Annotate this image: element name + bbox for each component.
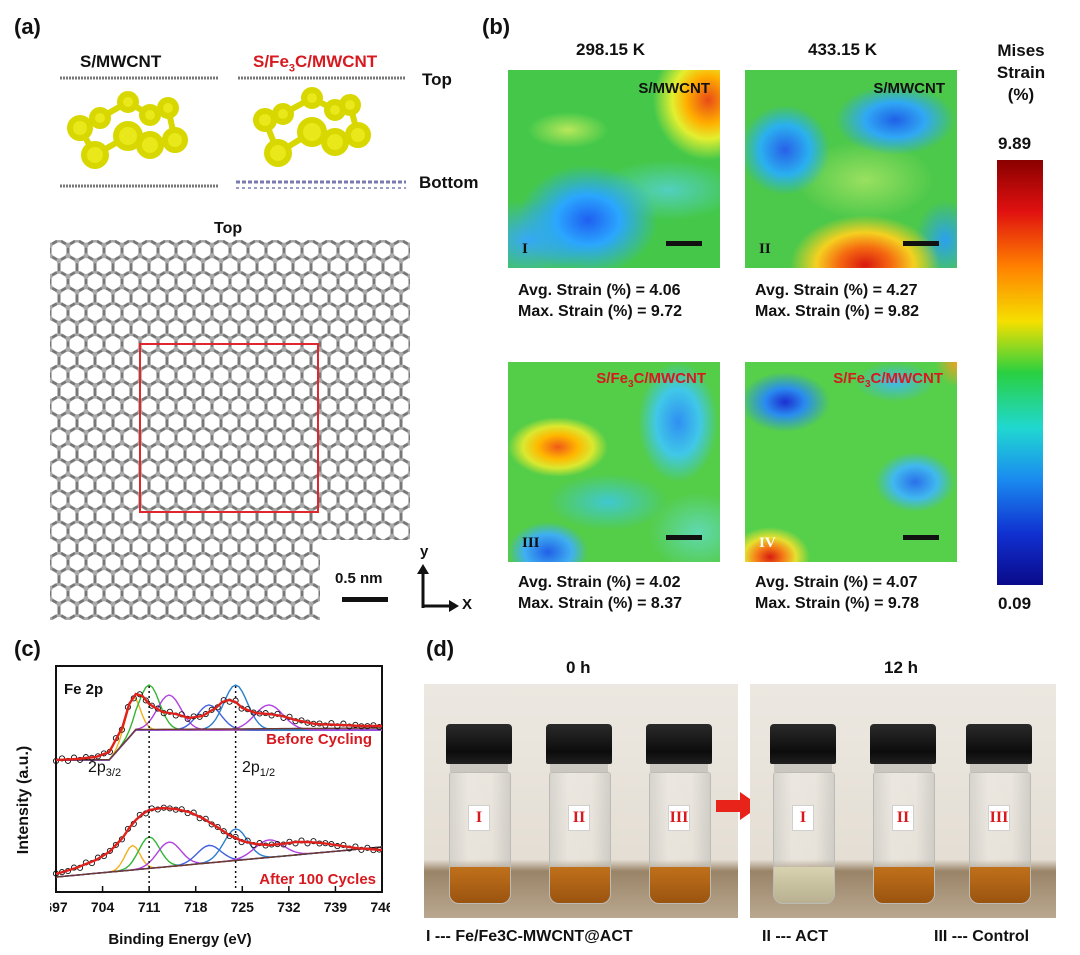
legend-1: I --- Fe/Fe3C-MWCNT@ACT [426,928,633,945]
vial-0h-3: III [646,724,712,904]
legend-3: III --- Control [934,928,1030,945]
series-before-cycling [55,692,382,762]
sulfur-models [60,76,406,189]
xps-chart: 697 704 711 718 725 732 739 746 Fe 2p Before Cy… [50,665,390,948]
map-2-roman: II [759,241,771,257]
model-left-title: S/MWCNT [80,52,162,71]
x-ticks: 697 704 711 718 725 732 739 746 [50,886,390,915]
x-tick-label: 704 [91,899,115,915]
map-1-scale [666,241,702,246]
chart-title: Fe 2p [64,681,103,698]
y-axis-title: Intensity (a.u.) [15,745,32,855]
data-point-before [142,697,149,704]
map-4-label: S/Fe3C/MWCNT [833,370,943,390]
map-2-label: S/MWCNT [873,80,945,97]
component-peaks [55,684,383,878]
strain-map-1: S/MWCNT I [508,70,720,268]
scale-bar [342,597,388,602]
colorbar-title: Mises Strain (%) [996,41,1046,104]
time-left: 0 h [566,658,591,677]
data-point-after [118,836,125,843]
data-point-after [304,840,311,847]
x-axis-title: Binding Energy (eV) [108,931,251,948]
top-label: Top [422,70,452,89]
colorbar [997,160,1043,585]
temp-right: 433.15 K [808,40,877,59]
x-tick-label: 746 [370,899,390,915]
map-1-roman: I [522,241,528,257]
x-tick-label: 697 [50,899,68,915]
strain-map-3: S/Fe3C/MWCNT III [508,362,720,562]
highlight-box [139,343,319,513]
model-right-title: S/Fe3C/MWCNT [253,52,378,75]
baseline-before [56,727,382,761]
axis-y-label: y [420,543,429,560]
x-tick-label: 711 [138,899,161,915]
map-4-scale [903,535,939,540]
map-3-scale [666,535,702,540]
scale-label: 0.5 nm [335,570,383,587]
map-2-scale [903,241,939,246]
s8-molecule-left [67,91,188,169]
axis-arrows [417,564,459,612]
colorbar-min: 0.09 [998,594,1032,613]
map-1-stats: Avg. Strain (%) = 4.06 Max. Strain (%) = … [518,282,683,320]
temp-left: 298.15 K [576,40,645,59]
s8-molecule-right [253,87,371,167]
lattice-title: Top [214,220,243,237]
panel-c-letter: (c) [14,636,41,661]
vial-12h-3: III [966,724,1032,904]
map-1-label: S/MWCNT [638,80,710,97]
x-tick-label: 739 [324,899,348,915]
graphene-lattice [50,240,410,620]
strain-map-2: S/MWCNT II [745,70,957,268]
data-point-before [202,711,209,718]
x-tick-label: 732 [277,899,301,915]
panel-a-letter: (a) [14,14,41,39]
time-right: 12 h [884,658,919,677]
legend-after: After 100 Cycles [259,871,376,888]
x-tick-label: 725 [231,899,255,915]
panel-d-letter: (d) [426,636,455,661]
strain-map-4: S/Fe3C/MWCNT IV [745,362,957,562]
data-point-after [106,847,113,854]
legend-2: II --- ACT [762,928,829,945]
map-4-stats: Avg. Strain (%) = 4.07 Max. Strain (%) = … [755,574,920,612]
x-tick-label: 718 [184,899,208,915]
map-3-roman: III [522,535,540,551]
vial-12h-1: I [770,724,836,904]
data-point-before [148,702,155,709]
data-point-after [112,841,119,848]
legend-before: Before Cycling [266,731,372,748]
vial-0h-2: II [546,724,612,904]
map-3-stats: Avg. Strain (%) = 4.02 Max. Strain (%) = … [518,574,683,612]
panel-b-letter: (b) [482,14,511,39]
map-4-roman: IV [759,535,776,551]
bottom-label: Bottom [419,173,479,192]
colorbar-max: 9.89 [998,134,1032,153]
vial-0h-1: I [446,724,512,904]
data-point-after [220,828,227,835]
photo-0h: I II III [424,684,738,918]
baseline-after [55,846,383,878]
series-layer [52,691,383,877]
photo-12h: I II III [750,684,1056,918]
vial-12h-2: II [870,724,936,904]
map-3-label: S/Fe3C/MWCNT [596,370,706,390]
map-2-stats: Avg. Strain (%) = 4.27 Max. Strain (%) = … [755,282,920,320]
data-point-before [328,720,335,727]
reference-lines [148,686,237,892]
series-after-100-cycles [55,806,383,876]
axis-x-label: X [462,596,473,613]
